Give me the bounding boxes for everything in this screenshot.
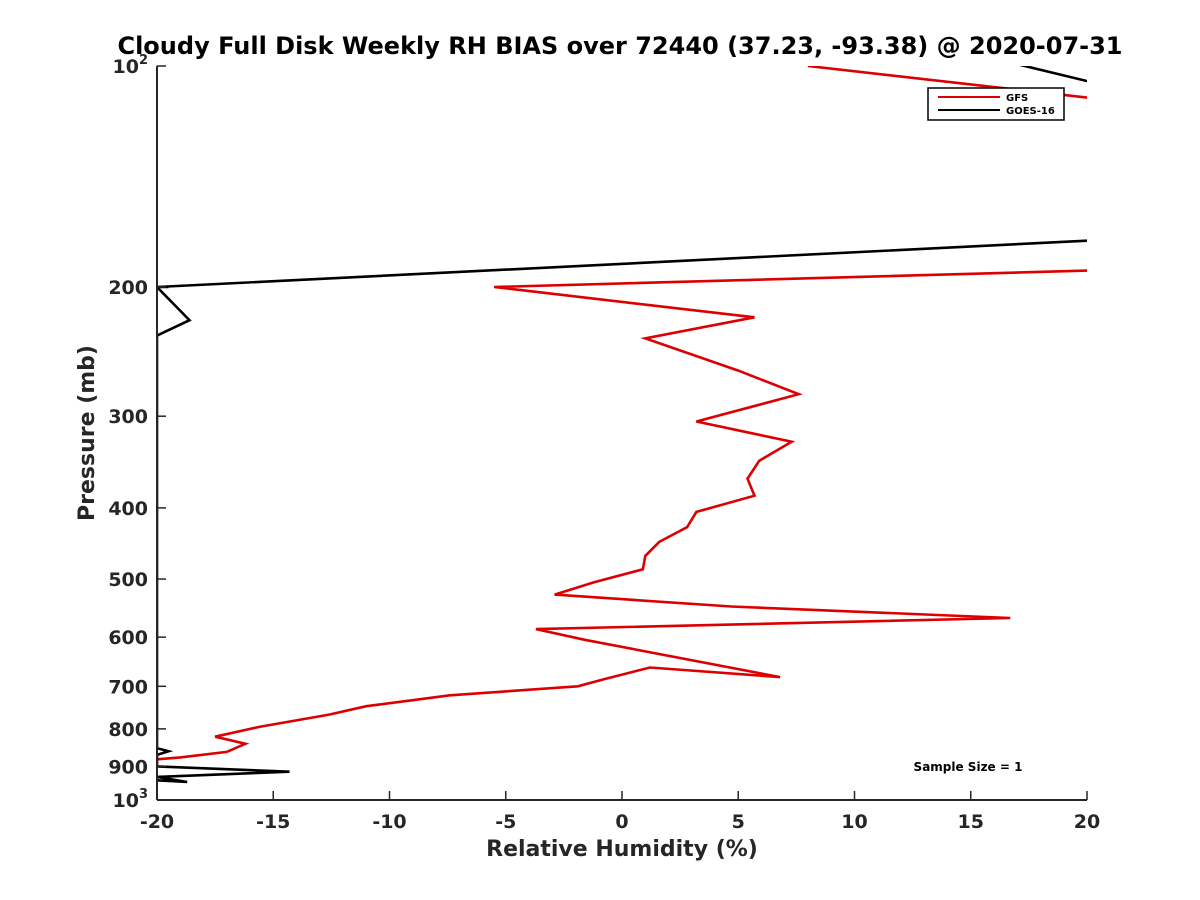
y-tick-label: 300 [108, 406, 148, 428]
x-ticks: -20 -15 -10 -5 0 5 10 15 20 [140, 791, 1100, 833]
x-tick-label: -15 [256, 811, 290, 833]
y-tick-label: 900 [108, 756, 148, 778]
x-axis-label: Relative Humidity (%) [486, 837, 758, 862]
legend: GFS GOES-16 [927, 87, 1065, 121]
y-axis-label: Pressure (mb) [75, 345, 100, 521]
y-tick-label: 800 [108, 719, 148, 741]
x-tick-label: 20 [1074, 811, 1100, 833]
x-tick-label: 10 [841, 811, 867, 833]
legend-label-gfs: GFS [1006, 93, 1028, 104]
y-tick-label: 103 [113, 787, 149, 812]
x-tick-label: 15 [958, 811, 984, 833]
y-tick-label: 600 [108, 627, 148, 649]
y-ticks: 102 200 300 400 500 600 700 800 900 103 [108, 53, 166, 812]
series-line-gfs [157, 66, 1087, 761]
y-tick-label: 102 [113, 53, 149, 78]
y-tick-label: 500 [108, 569, 148, 591]
x-tick-label: 0 [615, 811, 628, 833]
series-line-goes16 [157, 66, 1087, 784]
y-tick-label: 700 [108, 676, 148, 698]
x-tick-label: -10 [372, 811, 406, 833]
legend-label-goes16: GOES-16 [1006, 106, 1055, 117]
chart-title: Cloudy Full Disk Weekly RH BIAS over 724… [117, 32, 1122, 60]
legend-box [927, 87, 1065, 121]
sample-size-annotation: Sample Size = 1 [914, 760, 1023, 774]
series-layer [157, 66, 1087, 784]
x-tick-label: 5 [732, 811, 745, 833]
y-tick-label: 200 [108, 277, 148, 299]
y-tick-label: 400 [108, 498, 148, 520]
x-tick-label: -5 [495, 811, 516, 833]
x-tick-label: -20 [140, 811, 174, 833]
